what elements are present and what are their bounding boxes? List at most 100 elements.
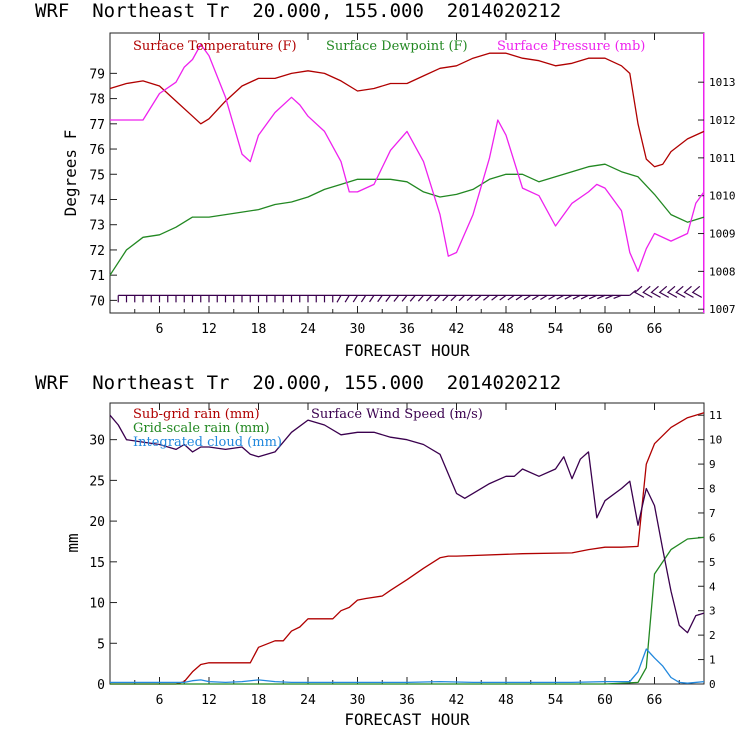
y-tick-label: 15 [89, 556, 105, 571]
x-tick-label: 54 [548, 322, 564, 337]
wind-barb [605, 294, 614, 300]
series-line-surface-temperature-f [109, 52, 705, 168]
legend-sub-grid-rain: Sub-grid rain (mm) [133, 407, 260, 422]
x-tick-label: 60 [597, 322, 613, 337]
y-tick-label: 70 [89, 294, 105, 309]
y2-tick-label: 5 [709, 556, 716, 569]
wind-barb [691, 285, 703, 298]
wind-barbs-row [117, 285, 703, 303]
wind-barb [377, 294, 383, 303]
x-tick-label: 18 [251, 693, 267, 708]
y2-tick-label: 4 [709, 580, 716, 593]
series-line-sub-grid-rain-mm [110, 412, 705, 685]
y2-tick-label: 1011 [709, 152, 736, 165]
y2-tick-label: 1008 [709, 265, 736, 278]
wind-barb [442, 294, 449, 302]
x-tick-label: 18 [251, 322, 267, 337]
top-x-ticks: 6 12 18 24 30 36 42 48 54 60 66 [134, 33, 680, 337]
wind-barb [417, 294, 424, 302]
wind-barb [450, 294, 457, 302]
wind-barb [548, 294, 556, 300]
y2-tick-label: 7 [709, 507, 716, 520]
wind-barb [556, 294, 565, 300]
y-tick-label: 74 [89, 193, 105, 208]
wind-barb [588, 294, 597, 300]
y-tick-label: 77 [89, 118, 105, 133]
legend-surface-temperature: Surface Temperature (F) [133, 39, 297, 54]
wind-barb [515, 294, 523, 301]
y-tick-label: 30 [89, 434, 105, 449]
wind-barb [483, 294, 490, 301]
wind-barb [683, 285, 694, 298]
wind-barb [369, 295, 375, 303]
wind-barb [393, 294, 400, 302]
wind-barb [474, 294, 482, 301]
wind-barb [336, 295, 342, 303]
bottom-y-axis-label: mm [63, 533, 82, 552]
wind-barb [580, 294, 589, 300]
y2-tick-label: 6 [709, 531, 716, 544]
wind-barb [629, 289, 637, 296]
x-tick-label: 42 [449, 693, 465, 708]
y-tick-label: 0 [97, 678, 105, 693]
x-tick-label: 24 [300, 322, 316, 337]
y2-tick-label: 1013 [709, 76, 736, 89]
top-plot-frame [109, 32, 705, 314]
wind-barb [523, 294, 532, 301]
x-tick-label: 48 [498, 693, 514, 708]
x-tick-label: 6 [156, 693, 164, 708]
wind-barb [360, 295, 367, 303]
y2-tick-label: 1 [709, 654, 716, 667]
top-y-axis-label: Degrees F [61, 130, 80, 217]
x-tick-label: 42 [449, 322, 465, 337]
bottom-chart-title: WRF Northeast Tr 20.000, 155.000 2014020… [35, 372, 561, 394]
bottom-y-ticks: 0 5 10 15 20 25 30 [89, 434, 117, 693]
series-line-surface-pressure-mb [110, 43, 705, 273]
wind-barb [597, 294, 606, 300]
wind-barb [564, 294, 573, 300]
wind-barb [352, 295, 359, 303]
series-line-surface-dewpoint-f [109, 163, 705, 276]
x-tick-label: 6 [156, 322, 164, 337]
x-tick-label: 48 [498, 322, 514, 337]
wind-barb [491, 294, 499, 301]
y2-tick-label: 0 [709, 678, 716, 691]
wind-barb [507, 294, 515, 301]
bottom-y2-ticks: 0 1 2 3 4 5 6 7 8 9 10 11 [698, 409, 722, 691]
wind-barb [401, 294, 408, 302]
wind-barb [499, 294, 507, 301]
top-chart: WRF Northeast Tr 20.000, 155.000 2014020… [35, 0, 736, 360]
top-series-group [109, 43, 705, 276]
y2-tick-label: 10 [709, 434, 722, 447]
wind-barb [633, 285, 645, 298]
y2-tick-label: 3 [709, 605, 716, 618]
x-tick-label: 54 [548, 693, 564, 708]
y-tick-label: 71 [89, 269, 105, 284]
series-line-integrated-cloud-mm [110, 648, 705, 684]
wind-barb [344, 295, 350, 303]
bottom-x-axis-label: FORECAST HOUR [344, 710, 470, 729]
y-tick-label: 72 [89, 244, 105, 259]
wind-barb [385, 294, 391, 303]
y2-tick-label: 2 [709, 629, 716, 642]
y2-tick-label: 9 [709, 458, 716, 471]
y-tick-label: 10 [89, 597, 105, 612]
x-tick-label: 12 [201, 322, 217, 337]
bottom-x-ticks: 6 12 18 24 30 36 42 48 54 60 66 [134, 403, 680, 708]
wind-barb [466, 294, 474, 301]
top-y2-ticks: 1007 1008 1009 1010 1011 1012 1013 [698, 76, 736, 316]
legend-surface-pressure: Surface Pressure (mb) [497, 39, 645, 54]
wind-barb [613, 294, 622, 300]
y2-tick-label: 1009 [709, 228, 736, 241]
series-line-grid-scale-rain-mm [110, 536, 705, 685]
wind-barb [658, 285, 670, 298]
y-tick-label: 75 [89, 168, 105, 183]
y-tick-label: 79 [89, 67, 105, 82]
x-tick-label: 12 [201, 693, 217, 708]
y-tick-label: 73 [89, 219, 105, 234]
top-chart-title: WRF Northeast Tr 20.000, 155.000 2014020… [35, 0, 561, 22]
x-tick-label: 66 [647, 693, 663, 708]
y2-tick-label: 1012 [709, 114, 736, 127]
wind-barb [540, 294, 548, 300]
